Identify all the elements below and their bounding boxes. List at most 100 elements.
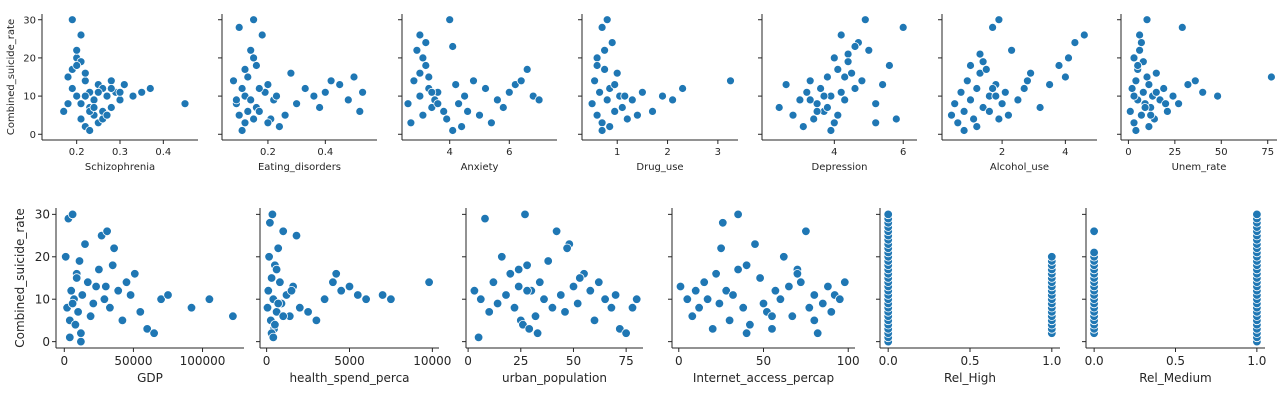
data-point <box>568 281 579 292</box>
data-point <box>83 277 93 287</box>
data-point <box>728 290 738 300</box>
data-point <box>738 303 748 313</box>
data-point <box>504 87 514 97</box>
data-point <box>829 118 839 128</box>
data-point <box>809 290 820 300</box>
data-point <box>988 84 997 93</box>
data-point <box>128 91 138 101</box>
data-point <box>234 110 244 120</box>
data-point <box>1013 95 1023 105</box>
data-point <box>1125 107 1135 116</box>
data-point <box>67 298 78 309</box>
data-point <box>102 91 112 101</box>
data-point <box>484 307 494 317</box>
data-point <box>801 226 811 237</box>
data-point <box>67 209 78 220</box>
x-tick-label: 6 <box>900 147 906 158</box>
data-point <box>718 218 728 228</box>
data-point <box>551 226 562 237</box>
data-point <box>1151 87 1161 97</box>
data-point <box>784 281 794 292</box>
data-point <box>1129 53 1139 63</box>
data-point <box>959 126 969 135</box>
y-tick-label: 0 <box>30 130 36 141</box>
data-point <box>522 260 532 271</box>
data-point <box>80 91 90 101</box>
data-point <box>125 290 136 300</box>
data-point <box>805 76 815 86</box>
data-point <box>163 290 173 300</box>
x-axis-label: Rel_Medium <box>1139 371 1212 385</box>
data-point <box>857 76 867 86</box>
data-point <box>409 76 419 86</box>
data-point <box>592 53 602 63</box>
data-point <box>463 107 473 116</box>
data-point <box>1079 30 1089 40</box>
data-point <box>745 320 755 330</box>
subplot-depression: 4 6 Depression <box>758 14 917 173</box>
data-point <box>1127 84 1137 93</box>
data-point <box>257 30 267 40</box>
data-point <box>520 209 530 220</box>
data-point <box>622 114 632 124</box>
data-point <box>962 76 972 86</box>
subplot-unem-rate: 0 25 50 75 Unem_rate <box>1117 14 1277 173</box>
data-point <box>871 118 881 128</box>
data-point <box>73 307 83 317</box>
data-point <box>424 277 434 287</box>
data-point <box>836 87 846 97</box>
data-point <box>871 99 881 109</box>
data-point <box>823 103 832 112</box>
data-point <box>978 103 988 112</box>
data-point <box>336 286 346 296</box>
data-point <box>805 95 815 105</box>
x-axis-label: urban_population <box>502 371 607 385</box>
data-point <box>539 294 549 304</box>
x-axis-label: Eating_disorders <box>258 162 341 173</box>
x-tick-label: 100 <box>837 354 860 368</box>
data-point <box>1133 61 1143 70</box>
data-point <box>286 68 296 78</box>
data-point <box>985 107 994 116</box>
data-point <box>1129 91 1139 101</box>
x-tick-label: 3 <box>715 147 721 158</box>
data-point <box>498 103 508 112</box>
x-tick-label: 0.4 <box>317 147 333 158</box>
data-point <box>1035 103 1045 112</box>
data-point <box>469 286 480 296</box>
data-point <box>602 95 612 105</box>
x-axis-label: Depression <box>812 162 868 173</box>
data-point <box>265 218 275 228</box>
x-axis-label: Rel_High <box>944 371 996 385</box>
y-tick-label: 0 <box>42 335 50 349</box>
y-tick-label: 20 <box>23 54 36 65</box>
data-point <box>275 277 285 287</box>
data-point <box>454 99 464 109</box>
data-point <box>1146 110 1156 120</box>
data-point <box>246 45 256 55</box>
data-point <box>76 336 86 347</box>
data-point <box>818 298 828 309</box>
data-point <box>1061 72 1070 82</box>
data-point <box>607 38 617 47</box>
data-point <box>733 209 743 220</box>
data-point <box>1137 38 1146 47</box>
x-tick-label: 50 <box>756 354 771 368</box>
data-point <box>530 311 541 321</box>
data-point <box>1142 72 1152 82</box>
data-point <box>121 277 132 287</box>
subplot-urban-population: 0 25 50 75 urban_population <box>462 208 643 385</box>
data-point <box>460 91 470 101</box>
data-point <box>433 99 443 109</box>
data-point <box>733 264 743 275</box>
x-tick-label: 1.0 <box>1042 354 1061 368</box>
x-axis-label: health_spend_perca <box>289 371 409 385</box>
data-point <box>117 315 128 326</box>
y-axis-label: Combined_suicide_rate <box>13 208 27 347</box>
x-tick-label: 10000 <box>413 354 451 368</box>
data-point <box>678 84 687 93</box>
data-point <box>358 87 368 97</box>
data-point <box>303 307 313 317</box>
data-point <box>997 99 1007 109</box>
